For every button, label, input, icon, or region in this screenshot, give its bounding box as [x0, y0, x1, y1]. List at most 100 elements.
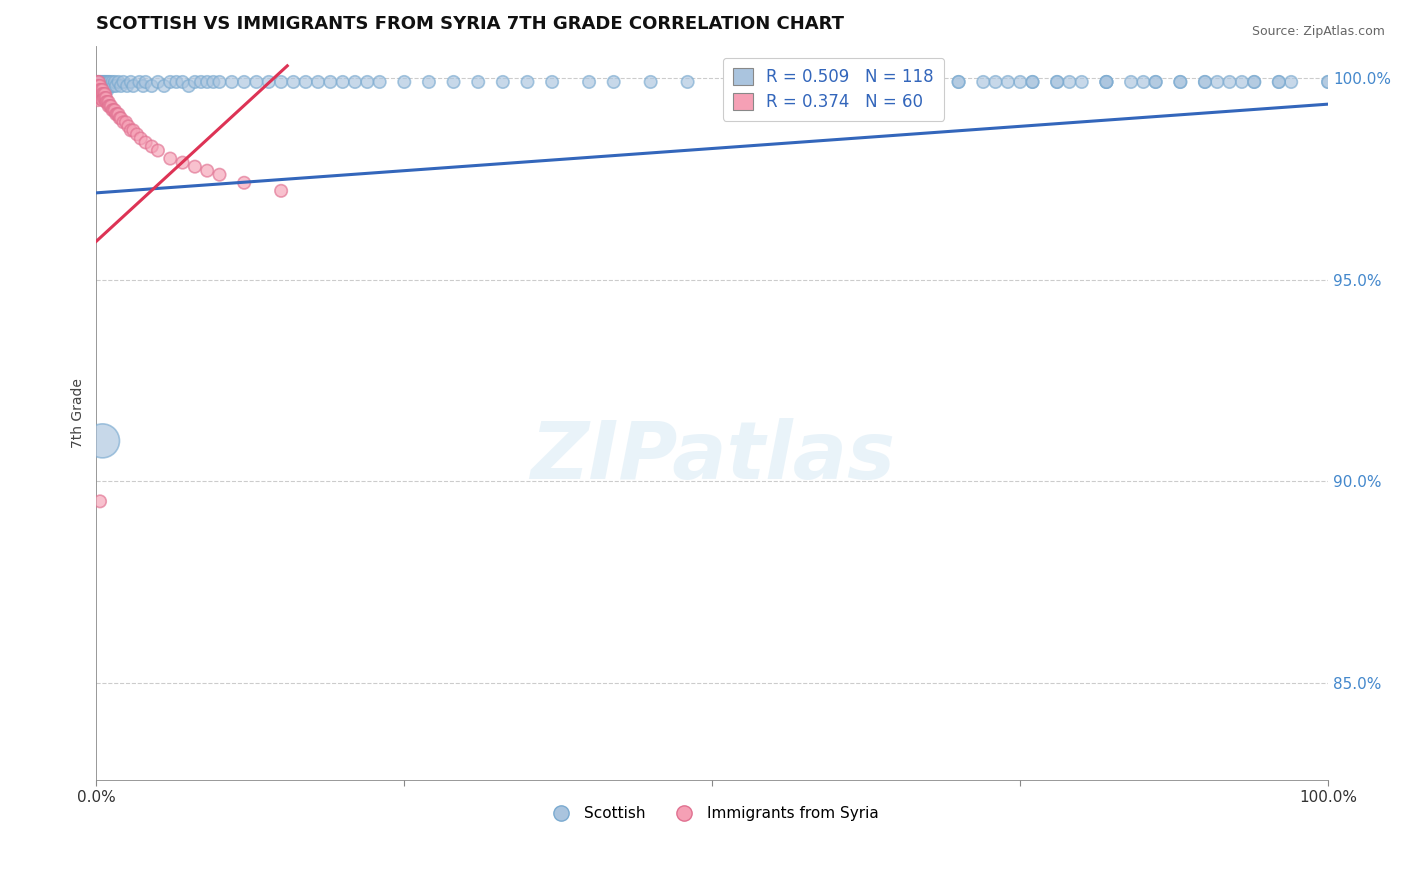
- Point: [467, 75, 489, 89]
- Point: [948, 75, 970, 89]
- Point: [94, 91, 117, 105]
- Point: [100, 78, 122, 93]
- Point: [1059, 75, 1081, 89]
- Point: [101, 103, 124, 118]
- Point: [90, 75, 112, 89]
- Point: [165, 75, 187, 89]
- Point: [294, 75, 316, 89]
- Point: [195, 75, 218, 89]
- Point: [86, 93, 108, 107]
- Point: [105, 107, 128, 121]
- Point: [541, 75, 564, 89]
- Point: [96, 75, 118, 89]
- Point: [86, 78, 108, 93]
- Point: [1317, 75, 1340, 89]
- Point: [1243, 75, 1265, 89]
- Point: [91, 83, 114, 97]
- Legend: Scottish, Immigrants from Syria: Scottish, Immigrants from Syria: [540, 800, 884, 827]
- Point: [141, 139, 163, 153]
- Point: [135, 75, 157, 89]
- Point: [97, 78, 120, 93]
- Point: [129, 131, 152, 145]
- Point: [1206, 75, 1229, 89]
- Point: [184, 160, 207, 174]
- Point: [221, 75, 243, 89]
- Point: [96, 75, 118, 89]
- Point: [1095, 75, 1118, 89]
- Point: [98, 99, 121, 113]
- Point: [87, 78, 110, 93]
- Point: [91, 78, 114, 93]
- Point: [103, 103, 125, 118]
- Point: [837, 75, 859, 89]
- Point: [1168, 75, 1191, 89]
- Point: [87, 78, 110, 93]
- Point: [1194, 75, 1216, 89]
- Point: [89, 78, 111, 93]
- Point: [93, 83, 115, 97]
- Point: [86, 91, 108, 105]
- Point: [86, 78, 108, 93]
- Point: [91, 434, 114, 448]
- Point: [159, 152, 181, 166]
- Point: [96, 95, 118, 109]
- Point: [319, 75, 342, 89]
- Point: [177, 78, 200, 93]
- Point: [90, 83, 112, 97]
- Point: [89, 87, 111, 101]
- Point: [283, 75, 305, 89]
- Point: [997, 75, 1019, 89]
- Point: [115, 78, 138, 93]
- Point: [87, 75, 110, 89]
- Point: [96, 95, 118, 109]
- Point: [96, 91, 118, 105]
- Point: [91, 87, 114, 101]
- Point: [89, 494, 111, 508]
- Point: [122, 78, 145, 93]
- Point: [97, 99, 120, 113]
- Point: [602, 75, 624, 89]
- Point: [89, 83, 111, 97]
- Point: [104, 103, 127, 118]
- Point: [86, 83, 108, 97]
- Point: [948, 75, 970, 89]
- Point: [93, 91, 115, 105]
- Point: [307, 75, 329, 89]
- Point: [120, 75, 142, 89]
- Point: [208, 168, 231, 182]
- Point: [112, 115, 135, 129]
- Point: [172, 75, 194, 89]
- Point: [356, 75, 378, 89]
- Point: [91, 75, 114, 89]
- Point: [103, 78, 125, 93]
- Text: ZIPatlas: ZIPatlas: [530, 417, 894, 496]
- Point: [89, 78, 111, 93]
- Point: [368, 75, 391, 89]
- Point: [332, 75, 354, 89]
- Point: [873, 75, 896, 89]
- Point: [762, 75, 785, 89]
- Point: [202, 75, 225, 89]
- Point: [190, 75, 212, 89]
- Point: [87, 87, 110, 101]
- Point: [94, 78, 117, 93]
- Point: [911, 75, 934, 89]
- Point: [132, 78, 155, 93]
- Point: [89, 83, 111, 97]
- Point: [1194, 75, 1216, 89]
- Point: [257, 75, 280, 89]
- Point: [233, 176, 256, 190]
- Point: [516, 75, 538, 89]
- Point: [146, 75, 169, 89]
- Point: [90, 83, 112, 97]
- Point: [1230, 75, 1253, 89]
- Point: [578, 75, 600, 89]
- Point: [128, 75, 150, 89]
- Point: [93, 87, 115, 101]
- Point: [1132, 75, 1154, 89]
- Point: [394, 75, 416, 89]
- Point: [90, 78, 112, 93]
- Point: [208, 75, 231, 89]
- Point: [153, 78, 176, 93]
- Point: [122, 123, 145, 137]
